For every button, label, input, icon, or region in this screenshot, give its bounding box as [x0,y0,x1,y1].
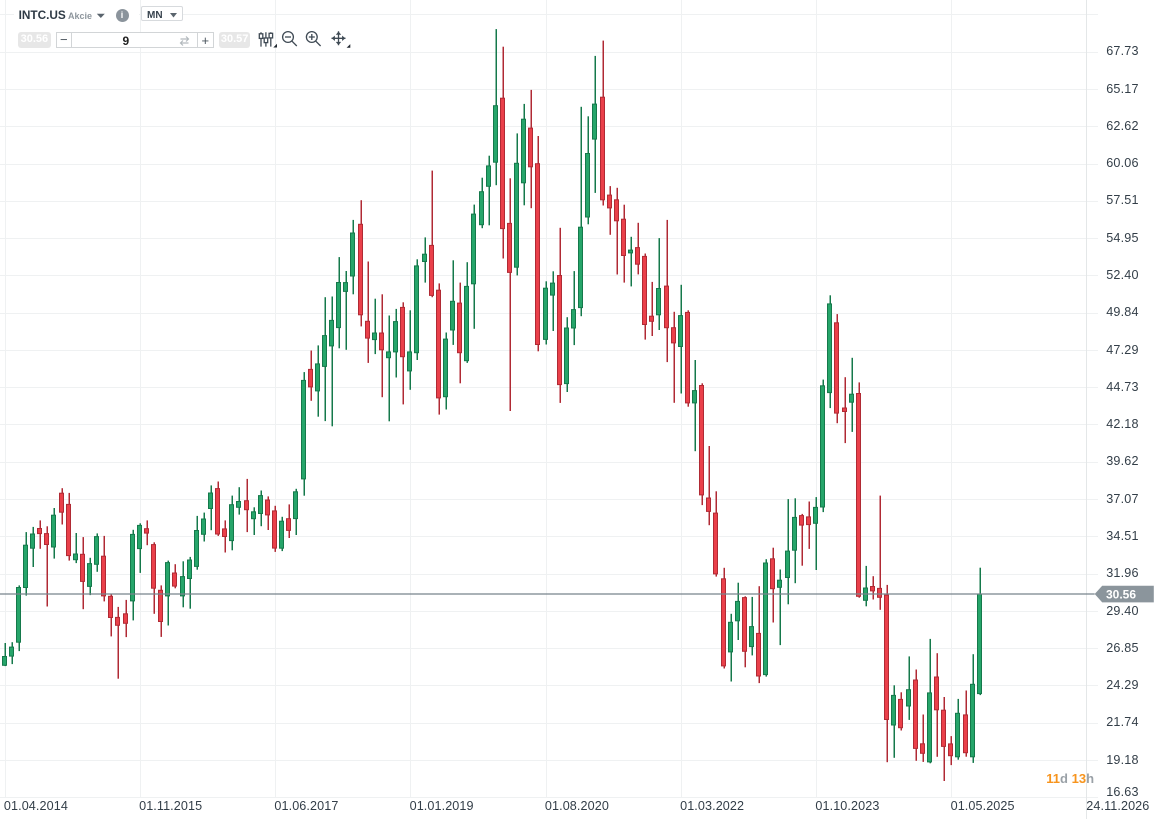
svg-text:30.56: 30.56 [1106,587,1136,601]
